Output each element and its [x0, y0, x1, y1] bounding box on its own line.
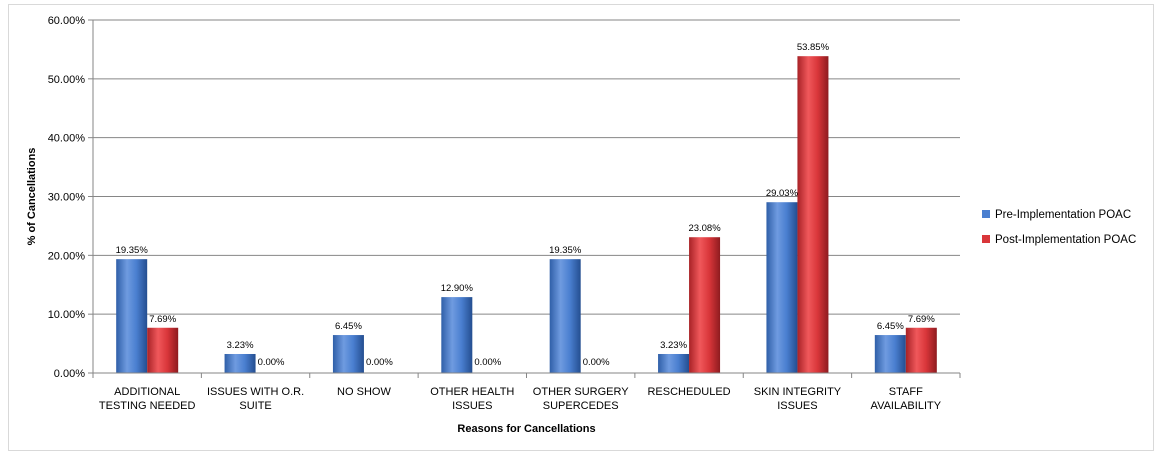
bar-post — [689, 237, 720, 373]
legend-label-post: Post-Implementation POAC — [995, 234, 1136, 246]
gridlines — [93, 20, 960, 314]
data-label-post: 0.00% — [366, 357, 393, 368]
data-label-post: 7.69% — [908, 314, 935, 325]
x-category-label: OTHER HEALTHISSUES — [430, 386, 514, 412]
data-label-pre: 29.03% — [766, 188, 799, 199]
x-category-label: STAFFAVAILABILITY — [871, 386, 942, 412]
x-category-label: SKIN INTEGRITYISSUES — [754, 386, 842, 412]
data-label-post: 23.08% — [688, 223, 721, 234]
legend-swatch-pre — [982, 210, 990, 218]
data-label-pre: 19.35% — [549, 245, 582, 256]
bar-pre — [766, 202, 797, 373]
bar-post — [906, 328, 937, 373]
x-category-label: RESCHEDULED — [647, 386, 730, 398]
data-label-pre: 3.23% — [660, 340, 687, 351]
bar-pre — [441, 297, 472, 373]
bar-pre — [116, 259, 147, 373]
data-label-post: 0.00% — [583, 357, 610, 368]
y-tick-label: 30.00% — [48, 192, 86, 204]
bar-pre — [333, 335, 364, 373]
x-category-label: OTHER SURGERYSUPERCEDES — [533, 386, 629, 412]
data-label-pre: 6.45% — [877, 321, 904, 332]
y-axis-title: % of Cancellations — [26, 148, 38, 246]
x-axis-title: Reasons for Cancellations — [457, 423, 595, 435]
legend: Pre-Implementation POAC Post-Implementat… — [982, 209, 1136, 246]
data-label-post: 0.00% — [258, 357, 285, 368]
bar-post — [147, 328, 178, 373]
y-tick-label: 40.00% — [48, 133, 86, 145]
y-tick-label: 20.00% — [48, 250, 86, 262]
bar-pre — [225, 354, 256, 373]
y-tick-label: 10.00% — [48, 309, 86, 321]
x-axis-categories: ADDITIONALTESTING NEEDED ISSUES WITH O.R.… — [93, 373, 960, 412]
bars — [116, 56, 937, 373]
data-label-post: 7.69% — [149, 314, 176, 325]
y-tick-label: 50.00% — [48, 74, 86, 86]
x-category-label: ISSUES WITH O.R.SUITE — [207, 386, 304, 412]
data-label-post: 53.85% — [797, 42, 830, 53]
data-label-pre: 6.45% — [335, 321, 362, 332]
x-category-label: ADDITIONALTESTING NEEDED — [99, 386, 196, 412]
data-label-pre: 19.35% — [116, 245, 149, 256]
legend-label-pre: Pre-Implementation POAC — [995, 209, 1131, 221]
y-tick-label: 60.00% — [48, 15, 86, 27]
y-axis-ticks: 0.00% 10.00% 20.00% 30.00% 40.00% 50.00% 60.00… — [48, 15, 93, 380]
data-label-pre: 3.23% — [227, 340, 254, 351]
data-label-pre: 12.90% — [441, 283, 474, 294]
bar-pre — [875, 335, 906, 373]
bar-pre — [550, 259, 581, 373]
legend-swatch-post — [982, 235, 990, 243]
x-category-label: NO SHOW — [337, 386, 391, 398]
bar-post — [797, 56, 828, 373]
bar-pre — [658, 354, 689, 373]
y-tick-label: 0.00% — [54, 368, 85, 380]
data-label-post: 0.00% — [474, 357, 501, 368]
